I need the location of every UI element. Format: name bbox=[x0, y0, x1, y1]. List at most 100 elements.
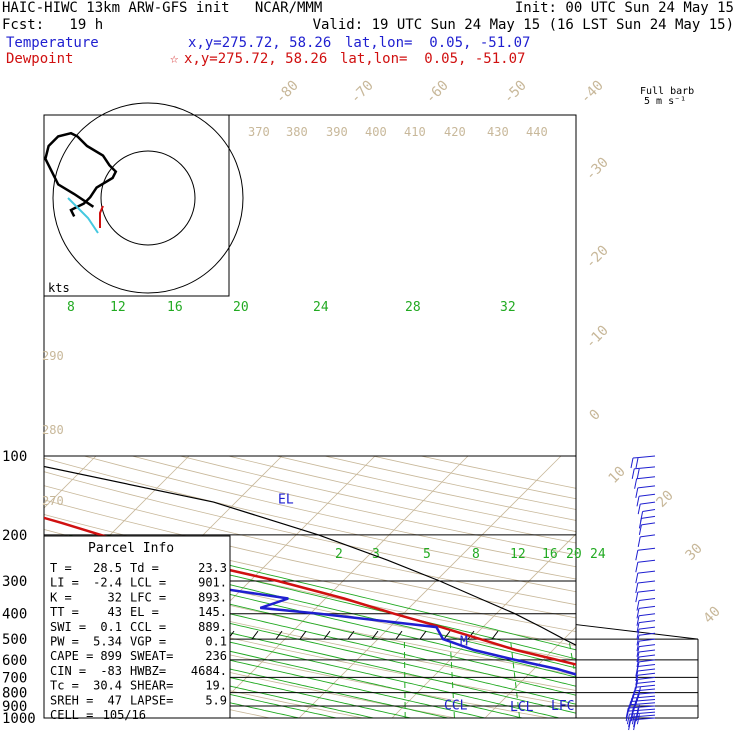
parcel-param-value: -83 bbox=[100, 664, 122, 678]
wind-barb bbox=[637, 676, 656, 680]
freezing-tick bbox=[395, 630, 403, 640]
moist-adiabat-label: 12 bbox=[110, 300, 126, 315]
dry-adiabat-line bbox=[324, 455, 576, 510]
hodograph-ring bbox=[52, 102, 244, 294]
parcel-param-value: 105/16 bbox=[103, 708, 146, 722]
wind-barb-flag bbox=[633, 717, 637, 728]
forecast-hour: Fcst: 19 h bbox=[2, 17, 104, 33]
isotherm-line bbox=[391, 533, 576, 718]
wind-barb-flag bbox=[636, 656, 640, 668]
wind-barb bbox=[632, 455, 656, 459]
parcel-param-name: LI = bbox=[50, 576, 79, 590]
level-label: CCL bbox=[444, 699, 468, 714]
pressure-tick-label: 500 bbox=[2, 632, 27, 648]
wind-barb bbox=[637, 485, 656, 489]
moist-adiabat-label: 24 bbox=[313, 300, 329, 315]
moist-adiabat-label: 20 bbox=[233, 300, 249, 315]
parcel-param-value: 30.4 bbox=[93, 679, 122, 693]
wind-barb-flag bbox=[634, 478, 638, 489]
moist-adiabat-label: 16 bbox=[167, 300, 183, 315]
dry-adiabat-label: 440 bbox=[526, 125, 548, 139]
level-label: LFC bbox=[551, 699, 574, 714]
isotherm-line bbox=[671, 456, 740, 718]
wind-barb-flag bbox=[630, 457, 634, 469]
wind-barb-flag bbox=[631, 704, 635, 715]
dry-adiabat-label: 410 bbox=[404, 125, 426, 139]
hodograph-low-level-trace bbox=[67, 197, 99, 234]
dewpoint-latlon: lat,lon= 0.05, -51.07 bbox=[340, 51, 526, 67]
dry-adiabat-line bbox=[44, 514, 576, 633]
temperature-xy: x,y=275.72, 58.26 bbox=[188, 35, 332, 51]
wind-barb-flag bbox=[635, 670, 639, 682]
dewpoint-line bbox=[44, 536, 576, 676]
star-icon: ☆ bbox=[170, 51, 179, 67]
wind-barb-flag bbox=[636, 635, 640, 646]
wind-barb bbox=[641, 515, 656, 519]
moist-adiabat-label: 32 bbox=[500, 300, 516, 315]
dry-adiabat-label: 390 bbox=[326, 125, 348, 139]
freezing-tick bbox=[371, 630, 379, 640]
wind-barb-flag bbox=[631, 714, 635, 725]
wind-barb bbox=[638, 638, 656, 642]
temperature-line bbox=[44, 516, 576, 666]
dry-adiabat-line bbox=[44, 457, 576, 580]
wind-barb-flag bbox=[636, 704, 640, 715]
isotherm-label: 30 bbox=[683, 541, 706, 564]
parcel-param-name: PW = bbox=[50, 635, 79, 649]
isotherm-label: -10 bbox=[583, 323, 612, 352]
wind-barb-flag bbox=[635, 707, 639, 719]
wind-barb-flag bbox=[636, 661, 640, 672]
wind-barb-flag bbox=[637, 536, 641, 547]
dry-adiabat-label: 400 bbox=[365, 125, 387, 139]
wind-barb bbox=[638, 613, 656, 617]
parcel-info-panel bbox=[43, 535, 231, 719]
mixing-ratio-line bbox=[509, 639, 521, 718]
mixing-ratio-label: 24 bbox=[590, 547, 606, 562]
wind-barb bbox=[636, 680, 656, 684]
wind-barb bbox=[637, 672, 656, 676]
isotherm-label: 0 bbox=[587, 407, 604, 424]
barb-legend-line1: Full barb bbox=[640, 86, 694, 97]
wind-barb bbox=[640, 501, 656, 505]
parcel-param-name: LFC = bbox=[130, 590, 166, 604]
parcel-param-name: Td = bbox=[130, 561, 159, 575]
wind-barb bbox=[628, 705, 656, 709]
parcel-param-name: LAPSE= bbox=[130, 693, 173, 707]
chart-title: HAIC-HIWC 13km ARW-GFS init NCAR/MMM bbox=[2, 0, 323, 16]
parcel-param-name: SWEAT= bbox=[130, 649, 173, 663]
parcel-param-value: 145. bbox=[198, 605, 227, 619]
parcel-param-name: CAPE = bbox=[50, 649, 93, 663]
pressure-tick-label: 200 bbox=[2, 528, 27, 544]
mixing-ratio-label: 5 bbox=[423, 547, 431, 562]
mixing-ratio-label: 8 bbox=[472, 547, 480, 562]
wind-barb-flag bbox=[636, 622, 640, 633]
wind-barb-flag bbox=[636, 651, 640, 663]
parcel-param-value: 47 bbox=[108, 693, 122, 707]
wind-barb-flag bbox=[636, 629, 640, 640]
pressure-tick-label: 700 bbox=[2, 670, 27, 686]
pressure-tick-label: 400 bbox=[2, 607, 27, 623]
parcel-param-name: VGP = bbox=[130, 635, 166, 649]
isotherm-line bbox=[44, 455, 97, 509]
mixing-ratio-label: 2 bbox=[335, 547, 343, 562]
pressure-tick-label: 900 bbox=[2, 699, 27, 715]
hodograph-storm-motion bbox=[99, 205, 104, 228]
freezing-tick bbox=[275, 630, 283, 640]
dry-adiabat-line bbox=[44, 576, 576, 691]
parcel-param-value: 236 bbox=[205, 649, 227, 663]
barb-legend-line2: 5 m s⁻¹ bbox=[644, 96, 686, 107]
freezing-tick bbox=[299, 630, 307, 640]
isotherm-line bbox=[298, 455, 562, 718]
wind-barb-flag bbox=[635, 573, 639, 584]
wind-barb bbox=[637, 664, 656, 668]
parcel-param-value: 889. bbox=[198, 620, 227, 634]
wind-barb bbox=[629, 711, 656, 715]
isotherm-label: -40 bbox=[578, 78, 607, 107]
wind-barb bbox=[638, 649, 656, 653]
plot-frame bbox=[43, 114, 577, 719]
mixing-ratio-label: 20 bbox=[566, 547, 582, 562]
pressure-tick-label: 600 bbox=[2, 653, 27, 669]
wind-barb bbox=[632, 692, 656, 696]
wind-barb bbox=[637, 580, 656, 584]
parcel-param-name: CCL = bbox=[130, 620, 166, 634]
